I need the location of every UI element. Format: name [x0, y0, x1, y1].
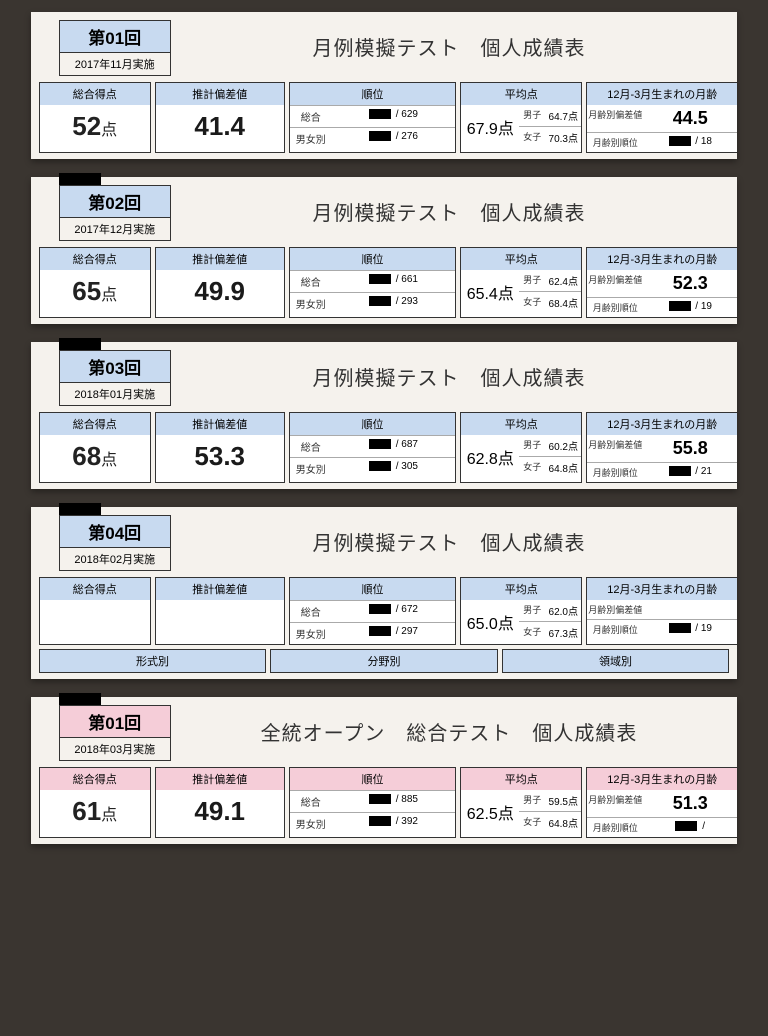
session-number: 第02回 — [60, 186, 170, 217]
rank-header: 順位 — [290, 248, 456, 270]
deviation-cell: 推計偏差値 49.1 — [155, 767, 285, 838]
session-date: 2018年01月実施 — [60, 382, 170, 405]
month-age-cell: 12月-3月生まれの月齢 月齢別偏差値52.3 月齢別順位 / 19 — [586, 247, 737, 318]
deviation-cell: 推計偏差値 53.3 — [155, 412, 285, 483]
area-header: 領域別 — [502, 649, 730, 673]
deviation-header: 推計偏差値 — [156, 768, 284, 790]
total-score-cell: 総合得点 61点 — [39, 767, 151, 838]
session-box: 第02回 2017年12月実施 — [59, 185, 171, 241]
rank-cell: 順位 総合 / 629 男女別 / 276 — [289, 82, 457, 153]
month-age-cell: 12月-3月生まれの月齢 月齢別偏差値44.5 月齢別順位 / 18 — [586, 82, 737, 153]
total-score-header: 総合得点 — [40, 578, 150, 600]
format-header: 形式別 — [39, 649, 267, 673]
session-box: 第01回 2017年11月実施 — [59, 20, 171, 76]
session-box: 第01回 2018年03月実施 — [59, 705, 171, 761]
average-cell: 平均点 62.5点 男子59.5点 女子64.8点 — [460, 767, 582, 838]
month-age-header: 12月-3月生まれの月齢 — [587, 578, 737, 600]
average-header: 平均点 — [461, 248, 581, 270]
month-age-header: 12月-3月生まれの月齢 — [587, 83, 737, 105]
average-cell: 平均点 62.8点 男子60.2点 女子64.8点 — [460, 412, 582, 483]
deviation-cell: 推計偏差値 41.4 — [155, 82, 285, 153]
rank-header: 順位 — [290, 578, 456, 600]
sheet-title: 月例模擬テスト 個人成績表 — [171, 350, 728, 391]
total-score-cell: 総合得点 52点 — [39, 82, 151, 153]
total-score-header: 総合得点 — [40, 248, 150, 270]
sheet-title: 月例模擬テスト 個人成績表 — [171, 20, 728, 61]
average-main: 65.0点 — [461, 600, 519, 643]
deviation-value: 49.9 — [156, 270, 284, 311]
session-box: 第03回 2018年01月実施 — [59, 350, 171, 406]
month-age-header: 12月-3月生まれの月齢 — [587, 248, 737, 270]
deviation-value: 53.3 — [156, 435, 284, 476]
total-score-cell: 総合得点 65点 — [39, 247, 151, 318]
total-score-value: 61点 — [40, 790, 150, 831]
total-score-value: 52点 — [40, 105, 150, 146]
session-date: 2017年12月実施 — [60, 217, 170, 240]
score-sheet: 第02回 2017年12月実施 月例模擬テスト 個人成績表 総合得点 65点 推… — [31, 177, 738, 324]
average-main: 62.8点 — [461, 435, 519, 478]
average-header: 平均点 — [461, 578, 581, 600]
average-header: 平均点 — [461, 768, 581, 790]
score-sheet: 第01回 2017年11月実施 月例模擬テスト 個人成績表 総合得点 52点 推… — [31, 12, 738, 159]
session-number: 第03回 — [60, 351, 170, 382]
deviation-value: 49.1 — [156, 790, 284, 831]
sheet-title: 月例模擬テスト 個人成績表 — [171, 185, 728, 226]
rank-cell: 順位 総合 / 885 男女別 / 392 — [289, 767, 457, 838]
month-age-header: 12月-3月生まれの月齢 — [587, 413, 737, 435]
session-box: 第04回 2018年02月実施 — [59, 515, 171, 571]
average-main: 67.9点 — [461, 105, 519, 148]
score-sheet: 第04回 2018年02月実施 月例模擬テスト 個人成績表 総合得点 推計偏差値… — [31, 507, 738, 679]
average-main: 65.4点 — [461, 270, 519, 313]
month-age-cell: 12月-3月生まれの月齢 月齢別偏差値51.3 月齢別順位 / — [586, 767, 737, 838]
total-score-cell: 総合得点 68点 — [39, 412, 151, 483]
rank-cell: 順位 総合 / 661 男女別 / 293 — [289, 247, 457, 318]
session-number: 第01回 — [60, 706, 170, 737]
month-age-header: 12月-3月生まれの月齢 — [587, 768, 737, 790]
average-cell: 平均点 65.4点 男子62.4点 女子68.4点 — [460, 247, 582, 318]
rank-cell: 順位 総合 / 687 男女別 / 305 — [289, 412, 457, 483]
rank-header: 順位 — [290, 413, 456, 435]
deviation-header: 推計偏差値 — [156, 413, 284, 435]
average-header: 平均点 — [461, 413, 581, 435]
session-number: 第01回 — [60, 21, 170, 52]
deviation-header: 推計偏差値 — [156, 248, 284, 270]
deviation-value — [156, 600, 284, 641]
total-score-value: 68点 — [40, 435, 150, 476]
rank-header: 順位 — [290, 83, 456, 105]
total-score-value: 65点 — [40, 270, 150, 311]
category-row: 形式別 分野別 領域別 — [31, 645, 738, 673]
deviation-header: 推計偏差値 — [156, 578, 284, 600]
redaction — [59, 693, 101, 705]
deviation-cell: 推計偏差値 — [155, 577, 285, 645]
sheet-title: 月例模擬テスト 個人成績表 — [171, 515, 728, 556]
total-score-header: 総合得点 — [40, 768, 150, 790]
month-age-cell: 12月-3月生まれの月齢 月齢別偏差値 月齢別順位 / 19 — [586, 577, 737, 645]
deviation-header: 推計偏差値 — [156, 83, 284, 105]
score-sheet: 第03回 2018年01月実施 月例模擬テスト 個人成績表 総合得点 68点 推… — [31, 342, 738, 489]
redaction — [59, 338, 101, 350]
rank-header: 順位 — [290, 768, 456, 790]
score-sheet: 第01回 2018年03月実施 全統オープン 総合テスト 個人成績表 総合得点 … — [31, 697, 738, 844]
total-score-header: 総合得点 — [40, 413, 150, 435]
average-header: 平均点 — [461, 83, 581, 105]
session-date: 2018年02月実施 — [60, 547, 170, 570]
redaction — [59, 503, 101, 515]
total-score-header: 総合得点 — [40, 83, 150, 105]
average-main: 62.5点 — [461, 790, 519, 833]
deviation-cell: 推計偏差値 49.9 — [155, 247, 285, 318]
total-score-cell: 総合得点 — [39, 577, 151, 645]
average-cell: 平均点 65.0点 男子62.0点 女子67.3点 — [460, 577, 582, 645]
total-score-value — [40, 600, 150, 641]
month-age-cell: 12月-3月生まれの月齢 月齢別偏差値55.8 月齢別順位 / 21 — [586, 412, 737, 483]
session-number: 第04回 — [60, 516, 170, 547]
sheet-title: 全統オープン 総合テスト 個人成績表 — [171, 705, 728, 746]
average-cell: 平均点 67.9点 男子64.7点 女子70.3点 — [460, 82, 582, 153]
deviation-value: 41.4 — [156, 105, 284, 146]
session-date: 2018年03月実施 — [60, 737, 170, 760]
session-date: 2017年11月実施 — [60, 52, 170, 75]
field-header: 分野別 — [270, 649, 498, 673]
redaction — [59, 173, 101, 185]
rank-cell: 順位 総合 / 672 男女別 / 297 — [289, 577, 457, 645]
